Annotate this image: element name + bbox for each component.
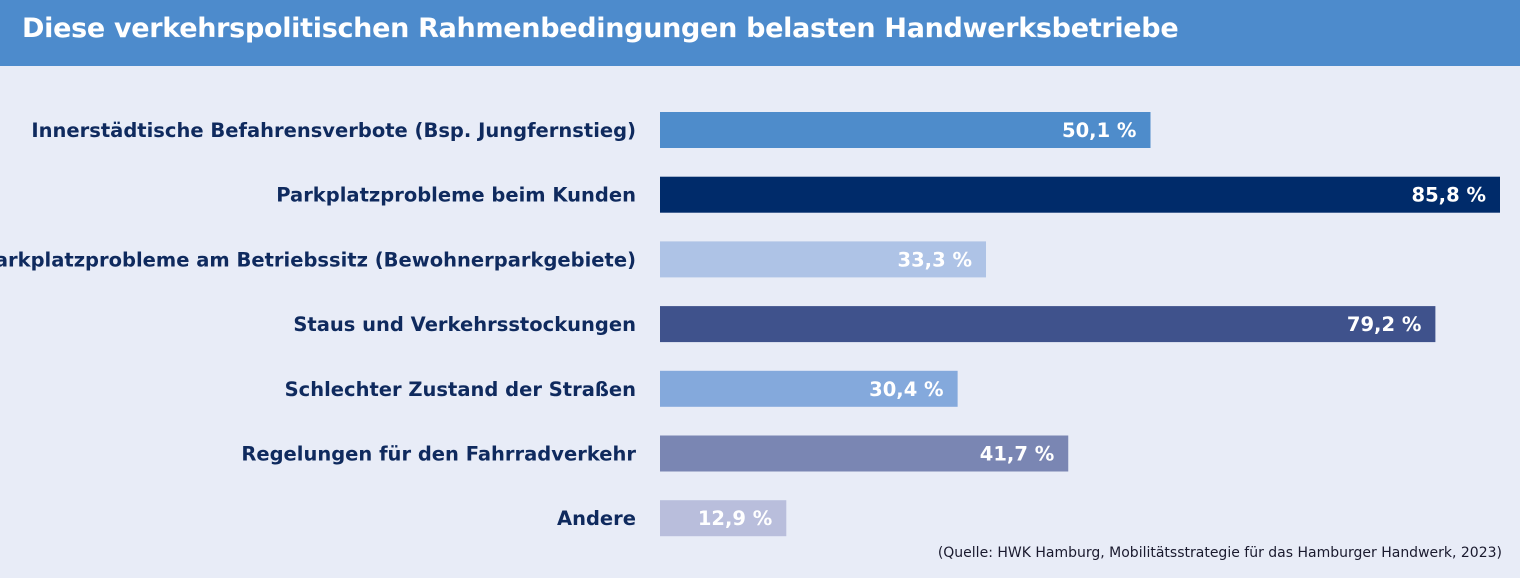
bar-5 [660,370,958,407]
category-label-6: Regelungen für den Fahrradverkehr [241,443,636,466]
value-label-4: 79,2 % [1347,313,1421,336]
value-label-2: 85,8 % [1412,184,1486,207]
bar-2 [660,176,1500,213]
category-label-5: Schlechter Zustand der Straßen [285,378,636,401]
bar-3 [660,241,987,278]
bar-7 [660,500,787,537]
title-bar: Diese verkehrspolitischen Rahmenbedingun… [0,0,1520,66]
category-label-4: Staus und Verkehrsstockungen [293,313,636,336]
value-label-3: 33,3 % [898,248,972,271]
source-note: (Quelle: HWK Hamburg, Mobilitätsstrategi… [937,545,1502,561]
value-label-6: 41,7 % [980,443,1054,466]
chart-title: Diese verkehrspolitischen Rahmenbedingun… [22,13,1179,44]
category-label-1: Innerstädtische Befahrensverbote (Bsp. J… [31,119,636,142]
bar-6 [660,435,1069,472]
bar-1 [660,112,1151,148]
value-label-5: 30,4 % [869,378,943,401]
category-label-3: Parkplatzprobleme am Betriebssitz (Bewoh… [0,248,636,271]
value-label-1: 50,1 % [1062,119,1136,142]
value-label-7: 12,9 % [698,507,772,530]
category-label-7: Andere [557,507,636,530]
bar-4 [660,306,1436,343]
category-label-2: Parkplatzprobleme beim Kunden [276,184,636,207]
